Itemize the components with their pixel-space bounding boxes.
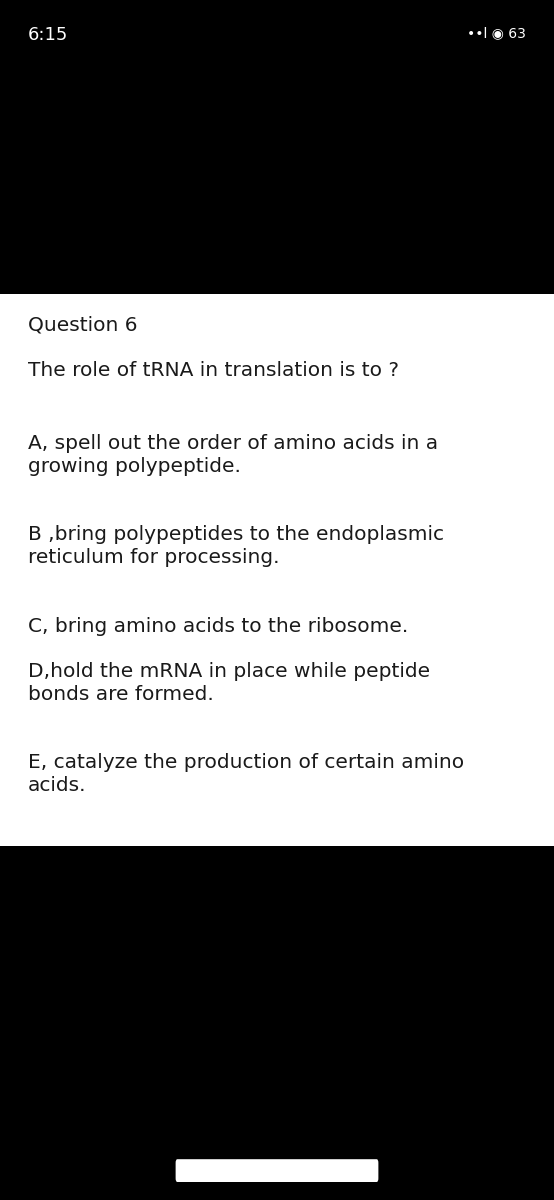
Text: The role of tRNA in translation is to ?: The role of tRNA in translation is to ? xyxy=(28,361,399,380)
Text: E, catalyze the production of certain amino
acids.: E, catalyze the production of certain am… xyxy=(28,754,464,796)
Text: 6:15: 6:15 xyxy=(28,26,68,44)
Text: ••l ◉ 63: ••l ◉ 63 xyxy=(468,26,526,41)
FancyBboxPatch shape xyxy=(176,1159,378,1182)
Bar xyxy=(0,294,554,846)
Text: B ,bring polypeptides to the endoplasmic
reticulum for processing.: B ,bring polypeptides to the endoplasmic… xyxy=(28,526,444,568)
Text: C, bring amino acids to the ribosome.: C, bring amino acids to the ribosome. xyxy=(28,617,408,636)
Text: A, spell out the order of amino acids in a
growing polypeptide.: A, spell out the order of amino acids in… xyxy=(28,434,438,476)
Text: D,hold the mRNA in place while peptide
bonds are formed.: D,hold the mRNA in place while peptide b… xyxy=(28,662,430,704)
Text: Question 6: Question 6 xyxy=(28,316,137,335)
